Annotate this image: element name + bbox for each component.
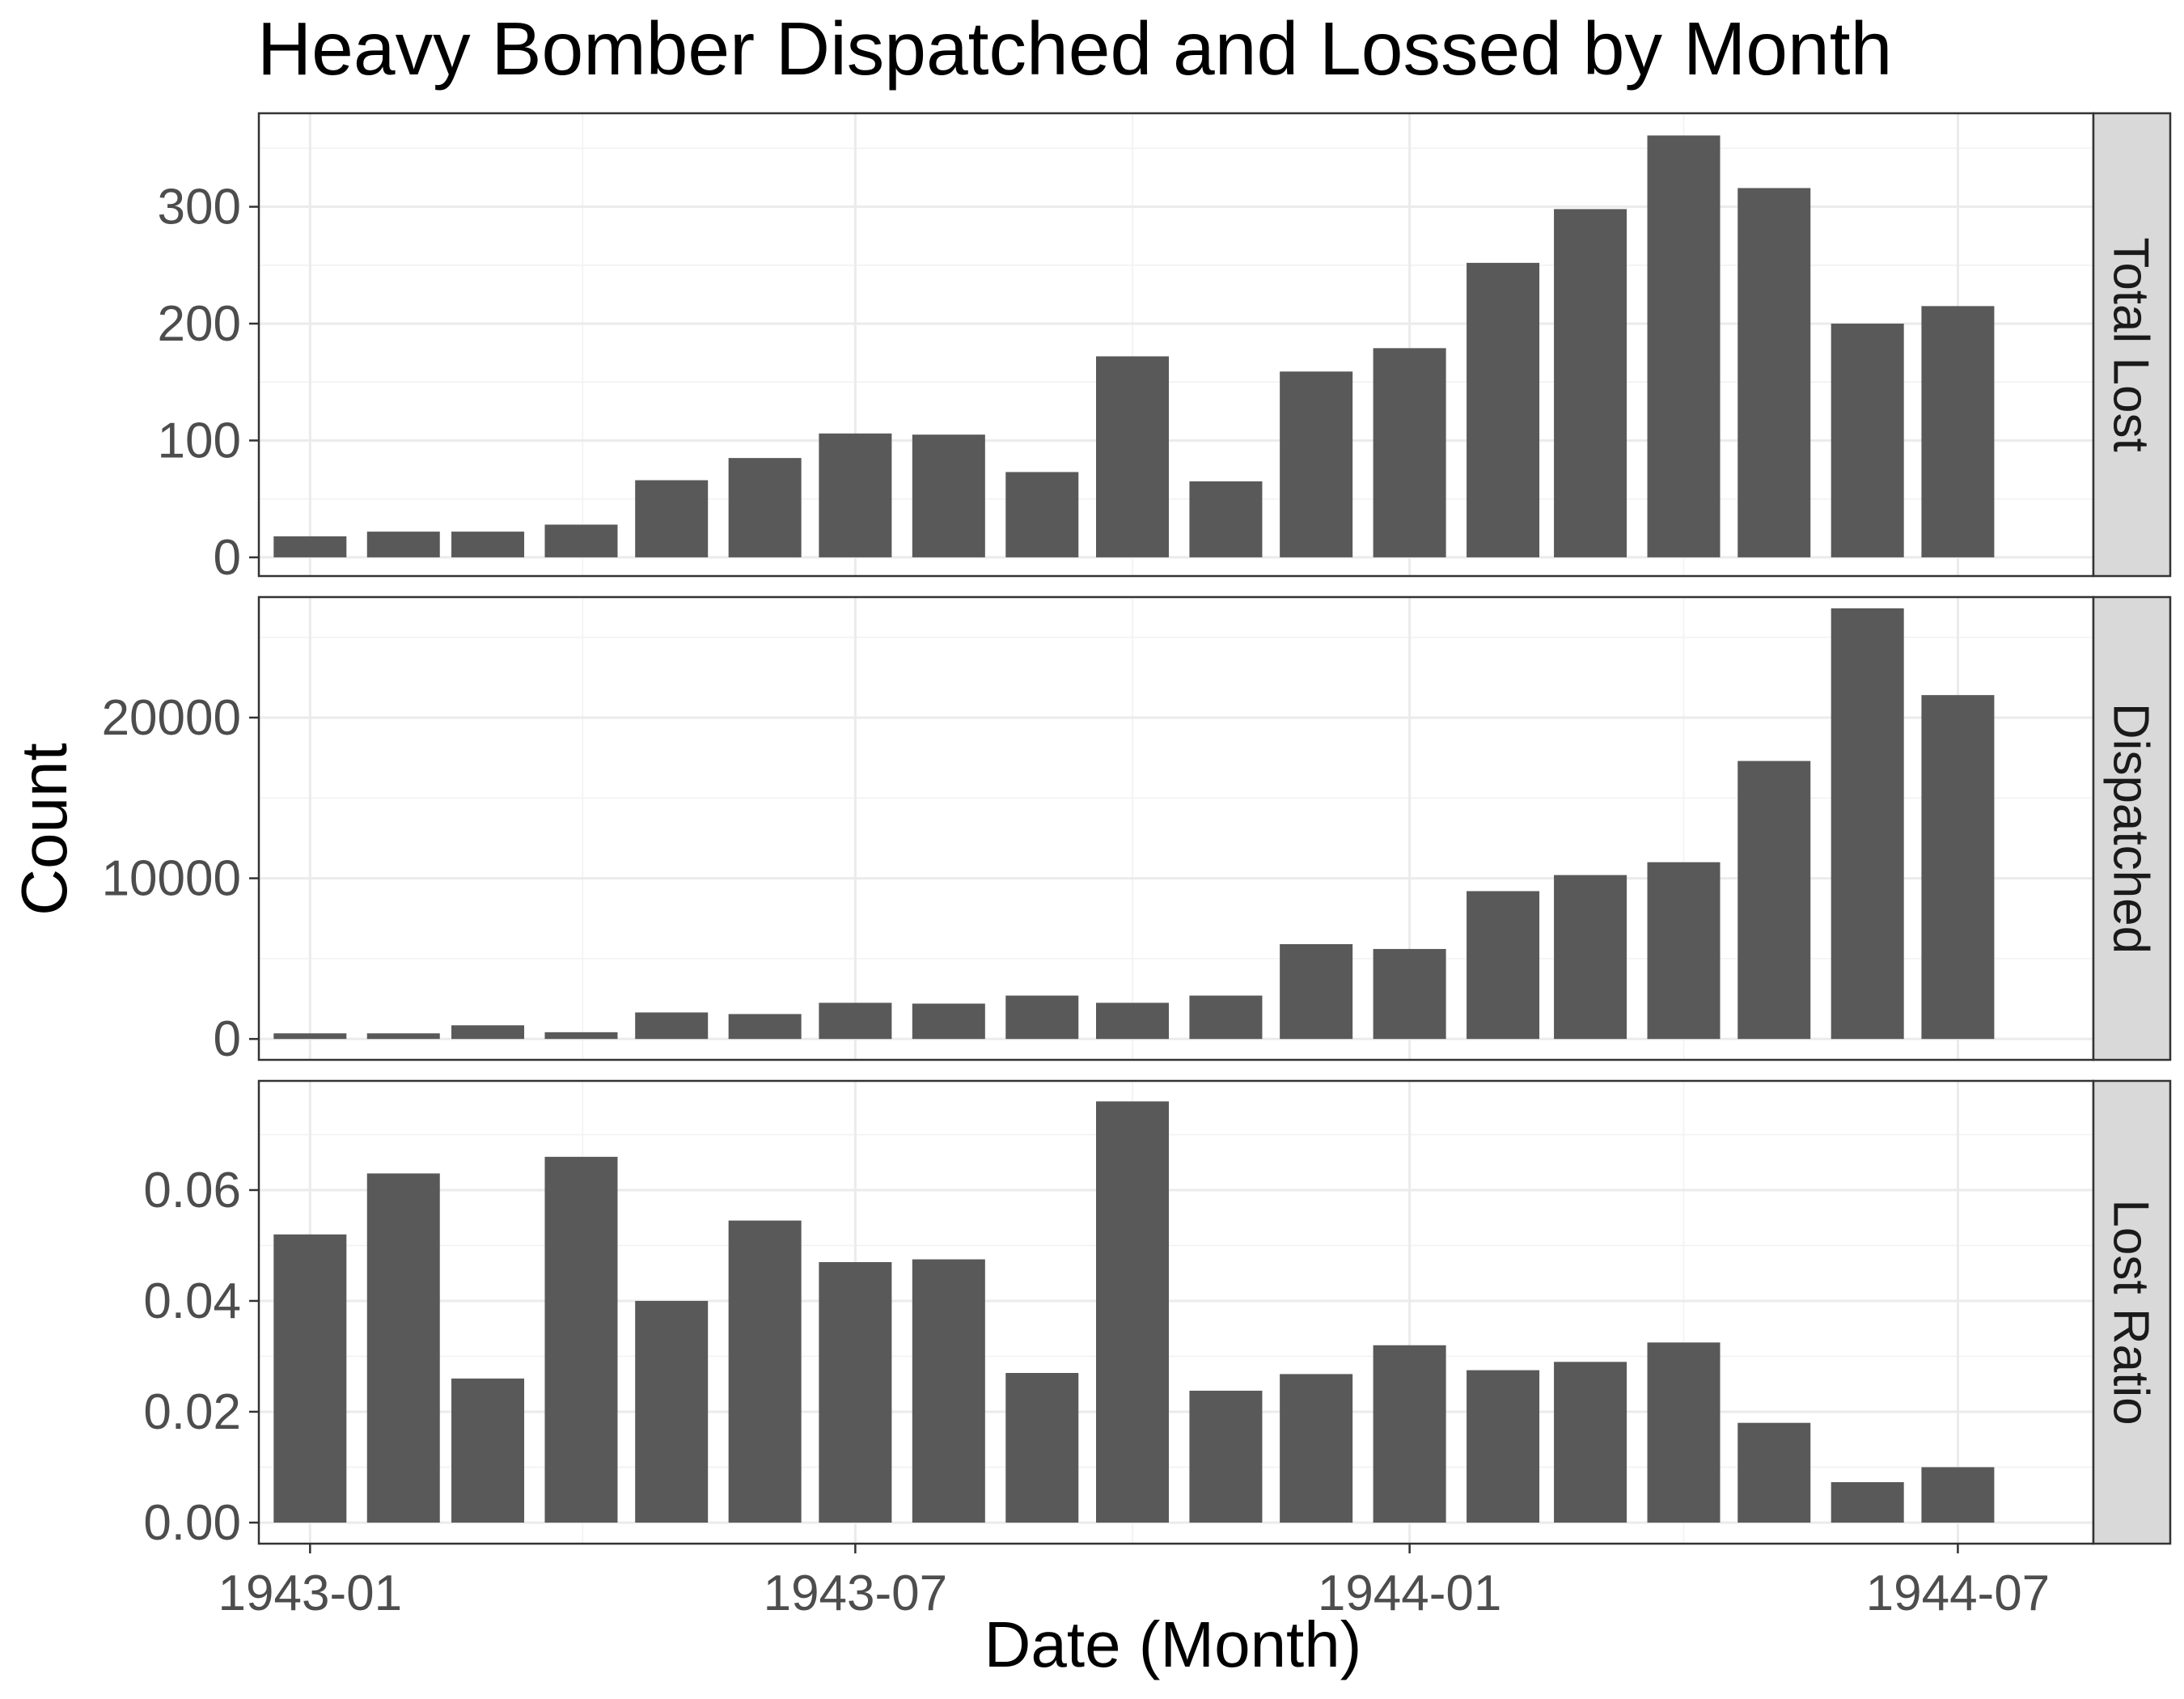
bar-total-lost: [1280, 371, 1353, 557]
bar-lost-ratio: [1280, 1374, 1353, 1523]
bar-total-lost: [912, 434, 985, 557]
bar-lost-ratio: [1373, 1345, 1446, 1523]
y-tick-label: 10000: [102, 851, 241, 907]
bar-lost-ratio: [1005, 1373, 1079, 1523]
x-tick-label: 1943-07: [764, 1566, 948, 1621]
bar-lost-ratio: [273, 1234, 347, 1523]
y-tick-label: 20000: [102, 690, 241, 746]
bar-lost-ratio: [1921, 1467, 1995, 1523]
bar-lost-ratio: [1554, 1362, 1627, 1523]
facet-panels: 0 100 200 300 Total Lost 0 10000 20000 Dispatche…: [102, 112, 2172, 1551]
bar-dispatched: [1647, 862, 1721, 1040]
y-tick-label: 300: [158, 180, 241, 235]
bar-dispatched: [1467, 891, 1540, 1040]
x-tick-label: 1943-01: [218, 1566, 403, 1621]
bar-total-lost: [1005, 472, 1079, 557]
y-axis-title: Count: [8, 743, 80, 915]
y-tick-label: 200: [158, 296, 241, 352]
bar-dispatched: [728, 1014, 802, 1040]
bar-lost-ratio: [1737, 1422, 1811, 1523]
x-axis-title: Date (Month): [984, 1608, 1362, 1680]
bar-lost-ratio: [819, 1262, 892, 1523]
bar-dispatched: [273, 1033, 347, 1040]
bar-total-lost: [451, 532, 525, 557]
bar-dispatched: [1096, 1002, 1169, 1040]
panel-plot-area: [259, 113, 2093, 576]
bar-dispatched: [1921, 695, 1995, 1040]
y-tick-label: 100: [158, 413, 241, 468]
bar-dispatched: [1554, 875, 1627, 1040]
y-tick-label: 0.00: [143, 1495, 241, 1551]
y-tick-label: 0.04: [143, 1273, 241, 1329]
bar-total-lost: [1467, 262, 1540, 557]
bar-dispatched: [1005, 995, 1079, 1040]
bar-dispatched: [1280, 944, 1353, 1040]
bar-total-lost: [635, 480, 709, 557]
bar-dispatched: [451, 1025, 525, 1040]
bar-total-lost: [819, 433, 892, 557]
bar-dispatched: [544, 1032, 618, 1040]
bar-lost-ratio: [451, 1378, 525, 1523]
facet-label: Lost Ratio: [2103, 1199, 2159, 1425]
bar-total-lost: [1921, 306, 1995, 557]
bar-lost-ratio: [728, 1220, 802, 1523]
y-tick-label: 0.02: [143, 1384, 241, 1440]
bar-lost-ratio: [1831, 1481, 1904, 1523]
facet-strip: Dispatched: [2092, 595, 2172, 1061]
panel-plot-area: [259, 1081, 2093, 1544]
bar-lost-ratio: [1189, 1390, 1263, 1523]
bar-dispatched: [1737, 761, 1811, 1040]
facet-strip: Total Lost: [2092, 112, 2172, 578]
panel-total-lost: 0 100 200 300 Total Lost: [158, 112, 2172, 586]
bar-dispatched: [1189, 995, 1263, 1040]
panel-background: [259, 1081, 2093, 1544]
y-tick-label: 0: [214, 1011, 241, 1067]
facet-strip-background: [2092, 112, 2172, 578]
bar-dispatched: [635, 1012, 709, 1040]
bar-dispatched: [1373, 948, 1446, 1040]
panel-dispatched: 0 10000 20000 Dispatched: [102, 595, 2172, 1067]
bar-dispatched: [912, 1003, 985, 1040]
bar-lost-ratio: [1096, 1101, 1169, 1523]
bar-total-lost: [1189, 481, 1263, 557]
facet-strip-background: [2092, 1079, 2172, 1545]
bar-total-lost: [273, 536, 347, 557]
y-tick-label: 0.06: [143, 1163, 241, 1218]
bar-lost-ratio: [544, 1156, 618, 1523]
bar-dispatched: [819, 1002, 892, 1040]
bar-dispatched: [366, 1033, 440, 1040]
panel-background: [259, 597, 2093, 1060]
facet-label: Dispatched: [2103, 703, 2159, 954]
x-axis: 1943-01 1943-07 1944-01 1944-07: [218, 1544, 2051, 1621]
y-tick-label: 0: [214, 530, 241, 586]
bar-total-lost: [1737, 188, 1811, 557]
bar-total-lost: [366, 532, 440, 557]
bar-lost-ratio: [912, 1259, 985, 1523]
facet-strip-background: [2092, 595, 2172, 1061]
chart-title: Heavy Bomber Dispatched and Lossed by Mo…: [257, 6, 1892, 91]
panel-background: [259, 113, 2093, 576]
bar-total-lost: [728, 458, 802, 557]
bar-dispatched: [1831, 608, 1904, 1040]
x-tick-label: 1944-07: [1866, 1566, 2051, 1621]
x-tick-label: 1944-01: [1318, 1566, 1502, 1621]
bar-total-lost: [1647, 135, 1721, 557]
panel-lost-ratio: 0.00 0.02 0.04 0.06 Lost Ratio: [143, 1079, 2172, 1551]
bar-total-lost: [1554, 209, 1627, 557]
bar-total-lost: [1096, 356, 1169, 557]
bar-total-lost: [544, 524, 618, 557]
panel-plot-area: [259, 597, 2093, 1060]
bar-total-lost: [1831, 324, 1904, 557]
facet-strip: Lost Ratio: [2092, 1079, 2172, 1545]
bar-lost-ratio: [366, 1173, 440, 1523]
bar-lost-ratio: [1467, 1370, 1540, 1523]
bar-lost-ratio: [1647, 1342, 1721, 1523]
bar-total-lost: [1373, 348, 1446, 557]
facet-label: Total Lost: [2103, 237, 2159, 451]
bar-lost-ratio: [635, 1300, 709, 1523]
